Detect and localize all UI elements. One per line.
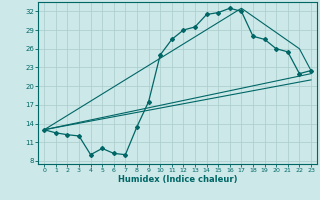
X-axis label: Humidex (Indice chaleur): Humidex (Indice chaleur) xyxy=(118,175,237,184)
